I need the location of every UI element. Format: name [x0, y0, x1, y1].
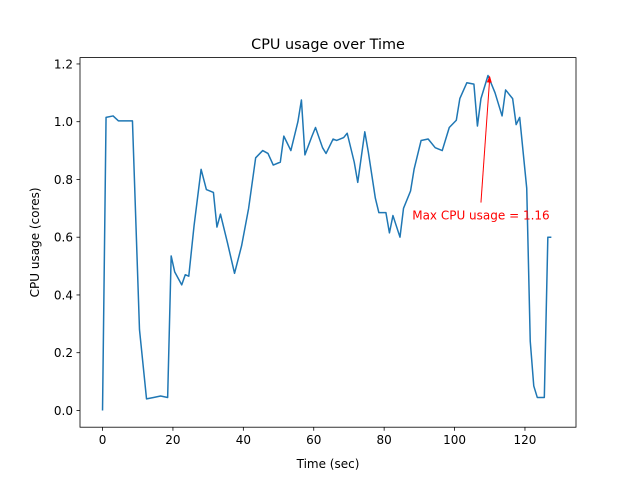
x-tick-label: 0 — [99, 433, 107, 447]
annotation-arrow-line — [480, 77, 491, 203]
annotation-arrow-head — [486, 75, 492, 83]
annotation-layer: Max CPU usage = 1.16 — [412, 75, 550, 223]
x-tick-label: 120 — [514, 433, 537, 447]
chart-title: CPU usage over Time — [251, 37, 405, 53]
x-tick-label: 40 — [236, 433, 251, 447]
y-tick-label: 0.0 — [54, 404, 73, 418]
y-tick-label: 0.4 — [54, 288, 73, 302]
y-axis: 0.0 0.2 0.4 0.6 0.8 1.0 1.2 — [54, 57, 80, 418]
y-tick-label: 1.0 — [54, 115, 73, 129]
x-axis: 0 20 40 60 80 100 120 — [99, 427, 537, 447]
y-tick-label: 1.2 — [54, 57, 73, 71]
x-tick-label: 80 — [377, 433, 392, 447]
y-tick-label: 0.6 — [54, 231, 73, 245]
annotation-max-label: Max CPU usage = 1.16 — [412, 209, 549, 223]
y-axis-label: CPU usage (cores) — [28, 187, 42, 297]
axes-frame — [79, 57, 577, 428]
x-tick-label: 60 — [306, 433, 321, 447]
y-tick-label: 0.8 — [54, 173, 73, 187]
x-tick-label: 20 — [165, 433, 180, 447]
x-axis-label: Time (sec) — [296, 457, 360, 471]
plot-area: Max CPU usage = 1.16 — [79, 57, 577, 428]
y-tick-label: 0.2 — [54, 346, 73, 360]
x-tick-label: 100 — [443, 433, 466, 447]
